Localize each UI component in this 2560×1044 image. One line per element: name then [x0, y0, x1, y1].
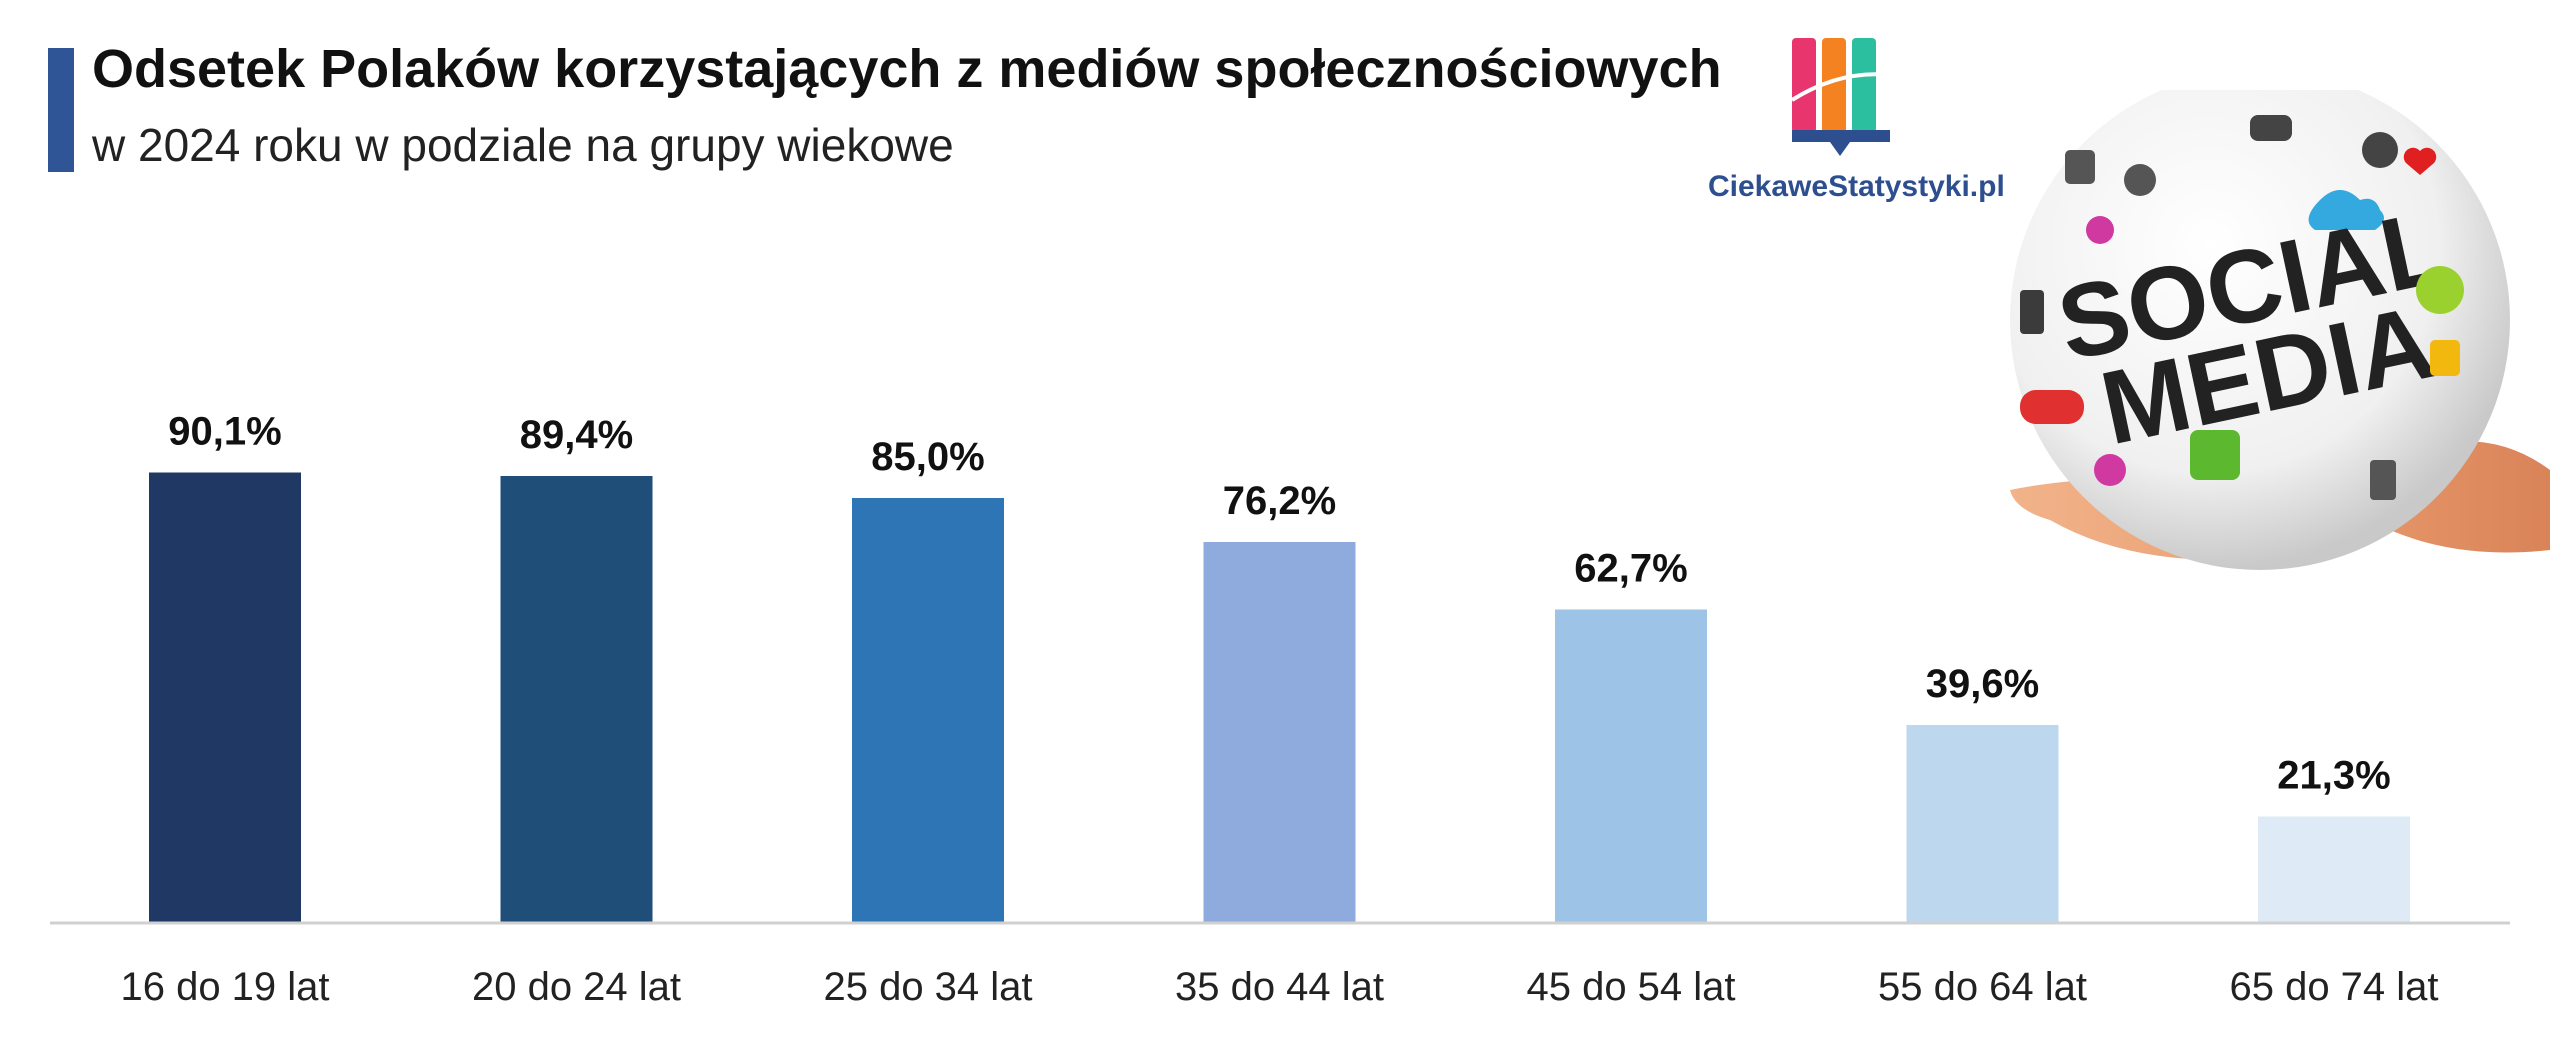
data-label-2: 89,4% — [520, 413, 633, 457]
data-label-1: 90,1% — [168, 410, 281, 454]
logo-text: CiekaweStatystyki.pl — [1708, 170, 2005, 203]
chart-subtitle: w 2024 roku w podziale na grupy wiekowe — [92, 119, 954, 171]
x-tick-label-1: 16 do 19 lat — [120, 965, 329, 1009]
social-media-globe-icon: SOCIAL MEDIA — [2010, 90, 2550, 570]
x-tick-label-2: 20 do 24 lat — [472, 965, 681, 1009]
x-tick-label-3: 25 do 34 lat — [823, 965, 1032, 1009]
logo-icon — [1790, 38, 1891, 156]
data-label-6: 39,6% — [1926, 662, 2039, 706]
bar-4 — [1203, 542, 1356, 923]
bar-2 — [500, 476, 653, 923]
bar-3 — [852, 498, 1004, 923]
data-label-3: 85,0% — [871, 435, 984, 479]
x-tick-label-4: 35 do 44 lat — [1175, 965, 1384, 1009]
data-label-5: 62,7% — [1574, 547, 1687, 591]
chart-title: Odsetek Polaków korzystających z mediów … — [92, 39, 1722, 99]
bar-7 — [2258, 816, 2410, 923]
bar-5 — [1555, 609, 1707, 923]
x-tick-label-7: 65 do 74 lat — [2229, 965, 2438, 1009]
data-label-7: 21,3% — [2277, 754, 2390, 798]
x-tick-label-6: 55 do 64 lat — [1878, 965, 2087, 1009]
x-tick-label-5: 45 do 54 lat — [1526, 965, 1735, 1009]
data-label-4: 76,2% — [1223, 479, 1336, 523]
title-accent-bar — [48, 48, 74, 172]
bar-6 — [1906, 725, 2059, 923]
bar-1 — [149, 472, 301, 923]
